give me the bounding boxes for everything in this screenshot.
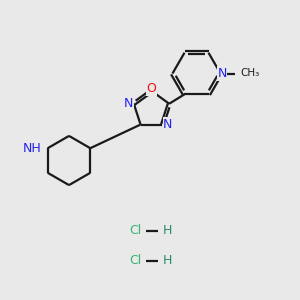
Text: Cl: Cl bbox=[129, 224, 141, 238]
Text: Cl: Cl bbox=[129, 254, 141, 268]
Text: H: H bbox=[163, 254, 172, 268]
Text: CH₃: CH₃ bbox=[241, 68, 260, 79]
Text: H: H bbox=[163, 224, 172, 238]
Text: N: N bbox=[124, 97, 133, 110]
Text: NH: NH bbox=[22, 142, 41, 155]
Text: O: O bbox=[147, 82, 156, 95]
Text: N: N bbox=[217, 67, 227, 80]
Text: N: N bbox=[163, 118, 172, 131]
